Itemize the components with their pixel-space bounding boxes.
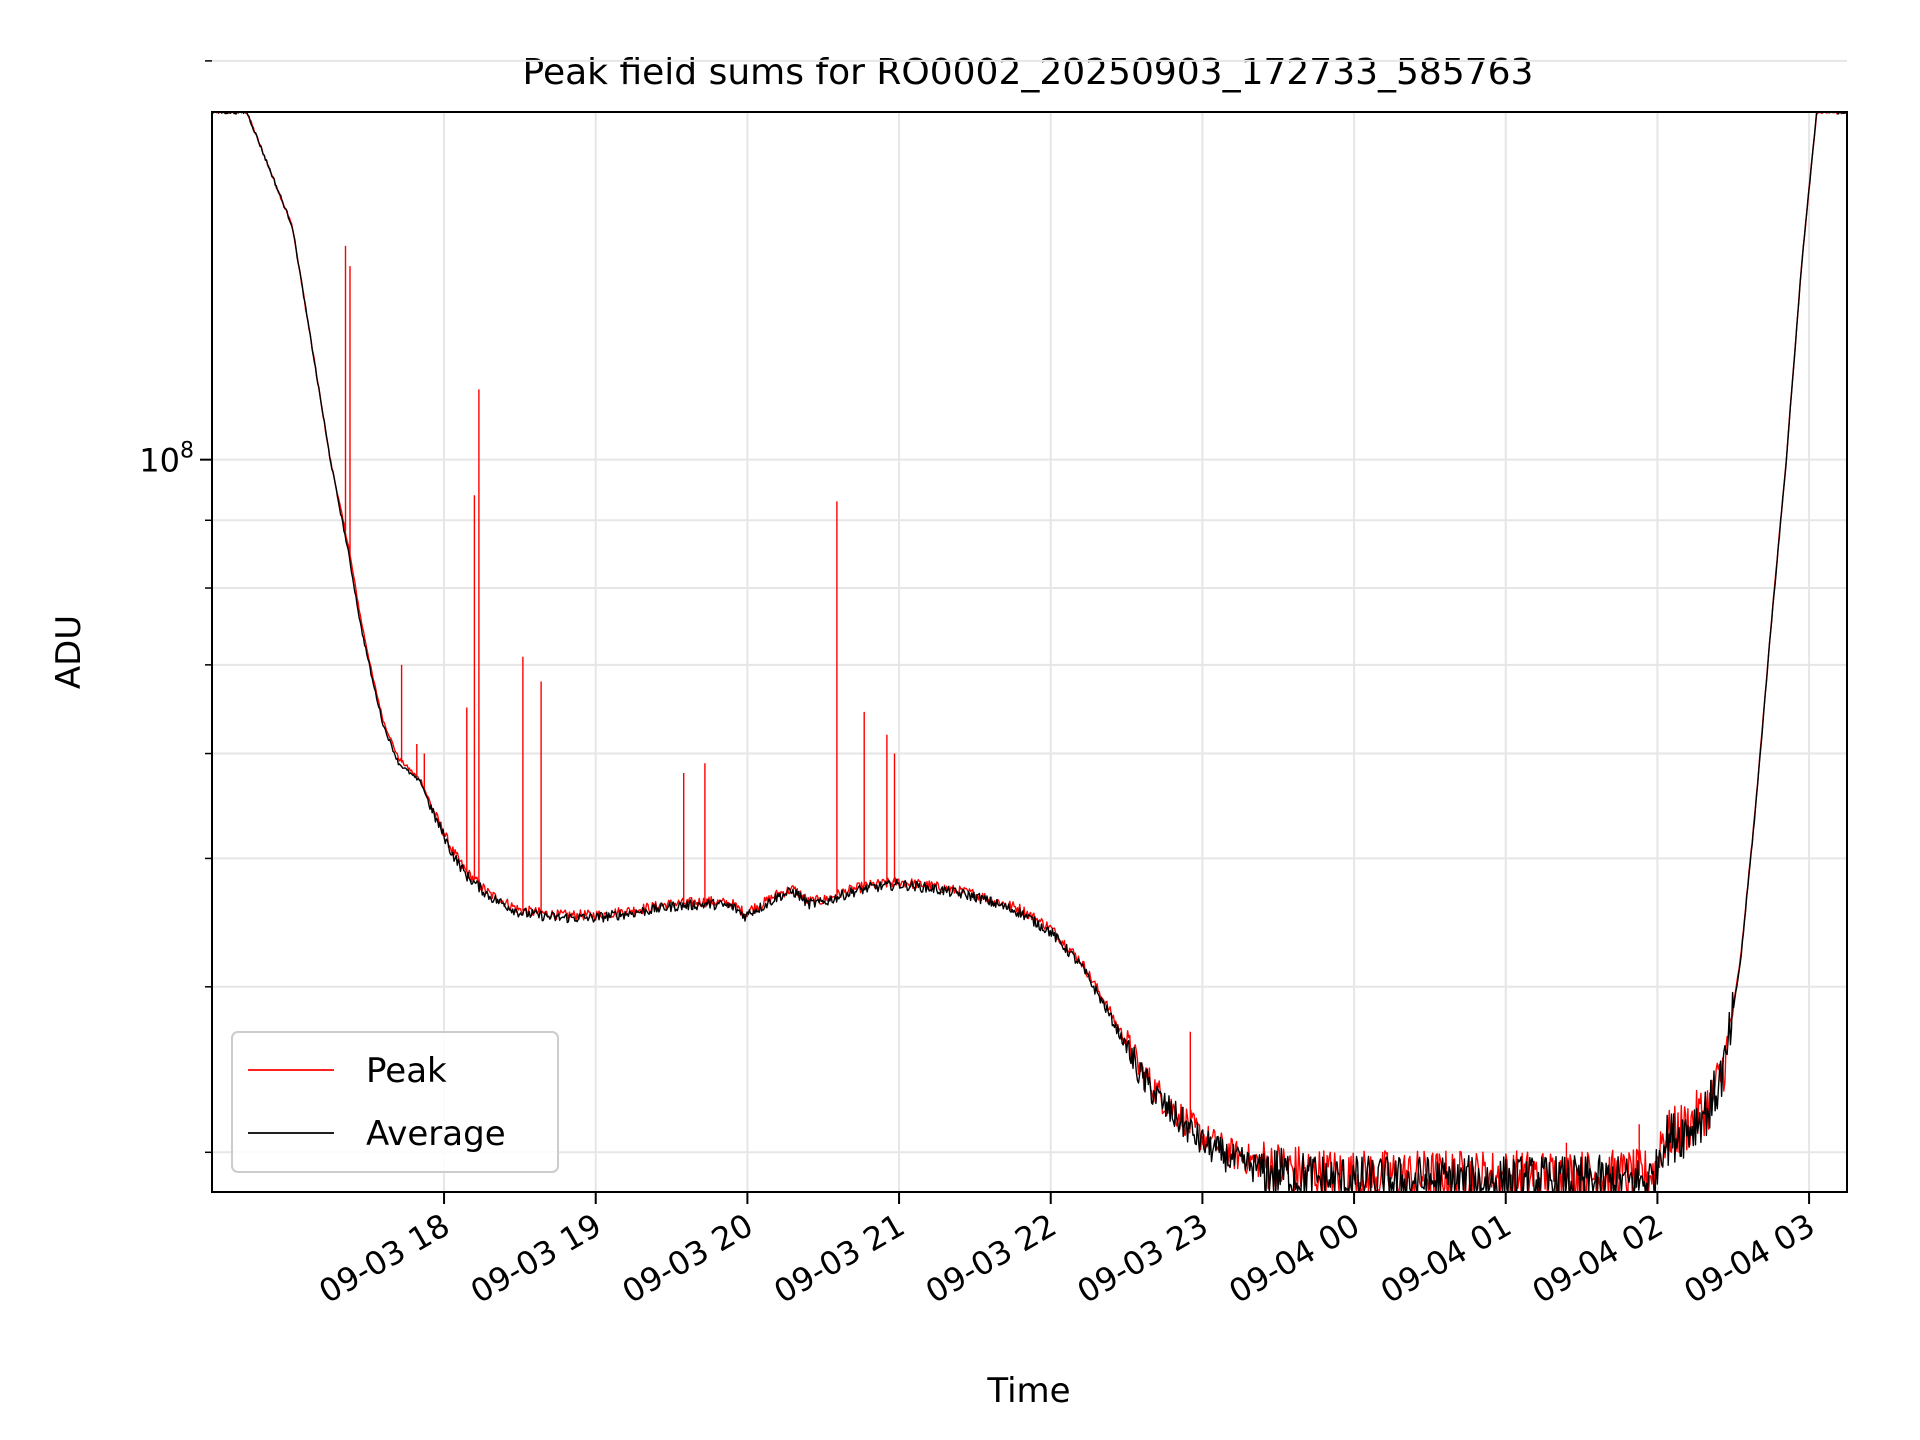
series-line-peak	[211, 111, 1848, 1193]
x-axis-label: Time	[986, 1371, 1070, 1411]
series-group	[211, 111, 1848, 1193]
plot-frame	[211, 111, 1848, 1193]
legend-frame	[231, 1031, 559, 1173]
legend: Peak Average	[231, 1031, 559, 1173]
legend-label-peak: Peak	[366, 1051, 447, 1091]
series-line-average	[211, 111, 1848, 1193]
legend-label-average: Average	[366, 1114, 506, 1154]
y-axis-label: ADU	[49, 615, 89, 689]
chart-title: Peak field sums for RO0002_20250903_1727…	[523, 52, 1534, 93]
grid	[212, 59, 1847, 1192]
y-tick-label: 108	[139, 439, 194, 480]
